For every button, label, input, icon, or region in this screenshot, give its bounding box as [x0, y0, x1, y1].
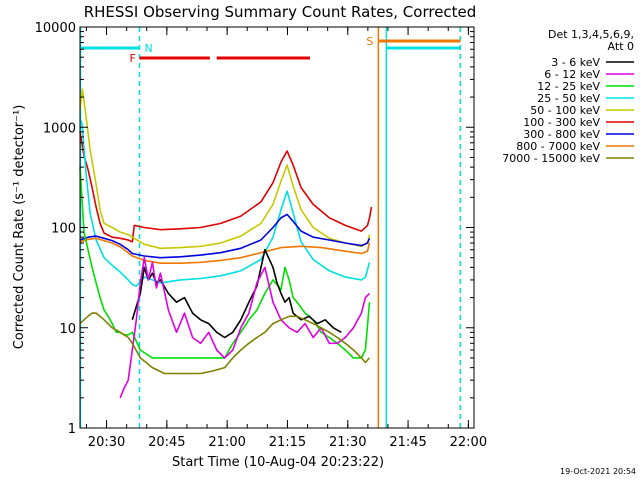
- series-line-25-50-kev: [79, 118, 371, 287]
- annotation-f: F: [130, 52, 136, 65]
- series-line-800-7000-kev: [79, 237, 371, 265]
- annotations: NF S: [130, 35, 374, 65]
- legend-label: 50 - 100 keV: [530, 104, 600, 117]
- x-tick-label: 20:30: [88, 435, 125, 450]
- x-tick-label: 21:00: [208, 435, 245, 450]
- y-tick-label: 1000: [43, 121, 76, 136]
- date-stamp: 19-Oct-2021 20:54: [560, 467, 636, 476]
- x-tick-label: 22:00: [450, 435, 487, 450]
- x-axis: 20:30 20:45 21:00 21:15 21:30 21:45 22:00: [85, 27, 487, 450]
- flag-bars: [80, 39, 461, 60]
- annotation-n: N: [145, 42, 153, 55]
- legend-label: 3 - 6 keV: [551, 56, 600, 69]
- legend-label: 7000 - 15000 keV: [502, 152, 600, 165]
- series-line-100-300-kev: [79, 131, 373, 243]
- y-tick-label: 10: [59, 322, 76, 337]
- series-line-300-800-kev: [79, 213, 371, 259]
- annotation-s: S: [366, 35, 373, 48]
- y-axis: 1 10 100 1000 10000: [35, 21, 474, 437]
- x-tick-label: 21:45: [389, 435, 426, 450]
- legend-label: 6 - 12 keV: [544, 68, 600, 81]
- vertical-markers: [79, 27, 462, 428]
- x-tick-label: 20:45: [148, 435, 185, 450]
- legend-header: Det 1,3,4,5,6,9,: [548, 28, 634, 41]
- series-line-6-12-kev: [119, 256, 371, 399]
- y-tick-label: 100: [51, 222, 76, 237]
- y-tick-label: 10000: [35, 21, 76, 36]
- y-axis-label: Corrected Count Rate (s⁻¹ detector⁻¹): [12, 105, 27, 350]
- chart-title: RHESSI Observing Summary Count Rates, Co…: [84, 3, 477, 21]
- x-axis-label: Start Time (10-Aug-04 20:23:22): [172, 455, 384, 470]
- series-line-3-6-kev: [131, 248, 342, 339]
- legend-label: 800 - 7000 keV: [516, 140, 600, 153]
- x-tick-label: 21:30: [329, 435, 366, 450]
- legend-label: 100 - 300 keV: [523, 116, 600, 129]
- legend-header: Att 0: [608, 40, 634, 53]
- series-line-50-100-kev: [79, 88, 371, 250]
- legend-label: 300 - 800 keV: [523, 128, 600, 141]
- series-layer: [79, 88, 373, 399]
- legend-label: 12 - 25 keV: [537, 80, 600, 93]
- y-tick-label: 1: [68, 422, 76, 437]
- legend-label: 25 - 50 keV: [537, 92, 600, 105]
- series-line-7000-15000-kev: [79, 312, 371, 375]
- x-tick-label: 21:15: [269, 435, 306, 450]
- series-line-12-25-kev: [79, 167, 371, 359]
